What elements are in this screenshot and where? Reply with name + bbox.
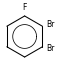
Text: Br: Br	[46, 44, 55, 53]
Text: Br: Br	[46, 20, 55, 29]
Text: F: F	[22, 3, 27, 12]
